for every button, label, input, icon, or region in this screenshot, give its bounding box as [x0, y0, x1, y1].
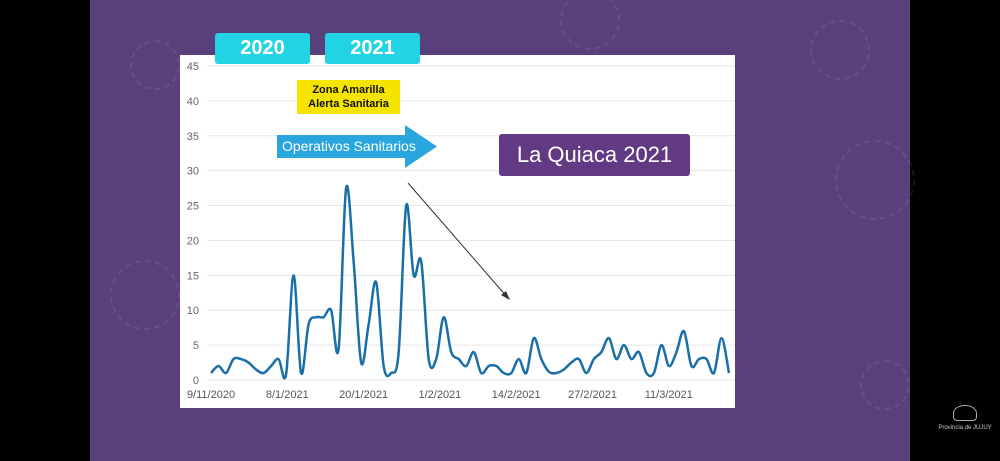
virus-decoration-icon	[130, 40, 180, 90]
y-tick-label: 25	[187, 201, 199, 213]
trend-arrow-line	[407, 182, 509, 299]
x-tick-label: 9/11/2020	[187, 389, 235, 401]
province-logo: Provincia de JUJUY	[935, 405, 995, 445]
y-tick-label: 30	[187, 166, 199, 178]
series-line	[210, 184, 731, 380]
x-tick-label: 11/3/2021	[645, 389, 693, 401]
virus-decoration-icon	[810, 20, 870, 80]
y-tick-label: 35	[187, 131, 199, 143]
zona-line-1: Zona Amarilla	[312, 84, 385, 96]
x-tick-label: 27/2/2021	[568, 389, 617, 401]
year-tab-2020: 2020	[215, 33, 310, 64]
y-tick-label: 10	[187, 305, 199, 317]
operativos-label: Operativos Sanitarios	[282, 138, 416, 154]
virus-decoration-icon	[110, 260, 180, 330]
virus-decoration-icon	[835, 140, 915, 220]
arrow-shape-icon	[277, 125, 437, 168]
virus-decoration-icon	[860, 360, 910, 410]
trend-arrow-head-icon	[501, 291, 510, 300]
y-tick-label: 15	[187, 270, 199, 282]
y-tick-label: 5	[193, 340, 199, 352]
title-badge: La Quiaca 2021	[499, 134, 690, 176]
zona-amarilla-label: Zona Amarilla Alerta Sanitaria	[297, 80, 400, 114]
chart-area	[180, 55, 735, 408]
logo-text: Provincia de JUJUY	[938, 425, 992, 431]
x-tick-label: 1/2/2021	[418, 389, 461, 401]
zona-line-2: Alerta Sanitaria	[308, 98, 389, 110]
x-tick-label: 8/1/2021	[266, 389, 309, 401]
x-tick-label: 20/1/2021	[339, 389, 388, 401]
virus-decoration-icon	[560, 0, 620, 50]
logo-emblem-icon	[953, 405, 977, 421]
y-tick-label: 0	[193, 375, 199, 387]
x-tick-label: 14/2/2021	[492, 389, 541, 401]
operativos-arrow: Operativos Sanitarios	[277, 125, 437, 168]
y-tick-label: 45	[187, 61, 199, 73]
year-tab-2021: 2021	[325, 33, 420, 64]
y-tick-label: 40	[187, 96, 199, 108]
y-tick-label: 20	[187, 235, 199, 247]
